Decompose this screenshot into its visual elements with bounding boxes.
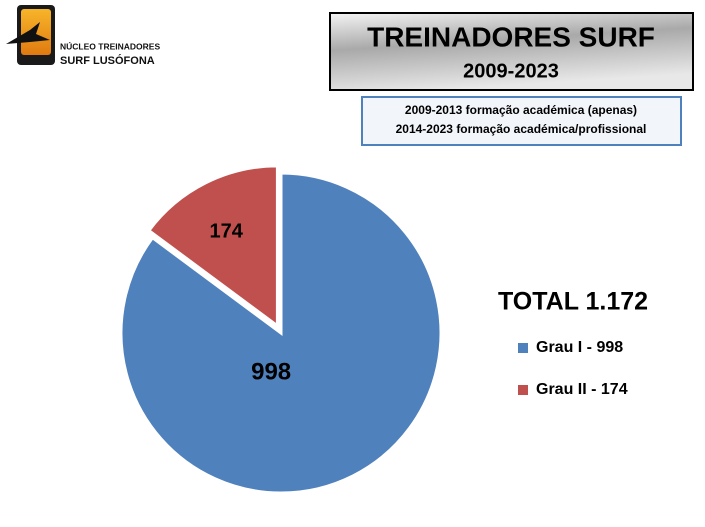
logo-text: NÚCLEO TREINADORES — [60, 40, 160, 51]
chart-title: TREINADORES SURF — [367, 21, 655, 52]
chart-subtitle: 2009-2023 — [463, 60, 559, 82]
note-box — [361, 96, 682, 146]
title-box — [329, 12, 694, 91]
legend-label: Grau I - 998 — [536, 339, 623, 356]
data-label: 174 — [210, 220, 244, 242]
logo: NÚCLEO TREINADORES SURF LUSÓFONA — [6, 5, 160, 67]
annotation: 2014-2023 formação académica/profissiona… — [396, 122, 647, 136]
logo-text: SURF LUSÓFONA — [60, 54, 155, 67]
legend-swatch — [518, 343, 528, 353]
legend-swatch — [518, 385, 528, 395]
pie-slice — [146, 164, 279, 329]
legend-label: Grau II - 174 — [536, 381, 628, 398]
logo-surfer — [6, 22, 50, 44]
total-label: TOTAL 1.172 — [498, 288, 648, 316]
pie-slice — [119, 171, 443, 495]
data-label: 998 — [251, 358, 291, 385]
annotation: 2009-2013 formação académica (apenas) — [405, 103, 637, 117]
